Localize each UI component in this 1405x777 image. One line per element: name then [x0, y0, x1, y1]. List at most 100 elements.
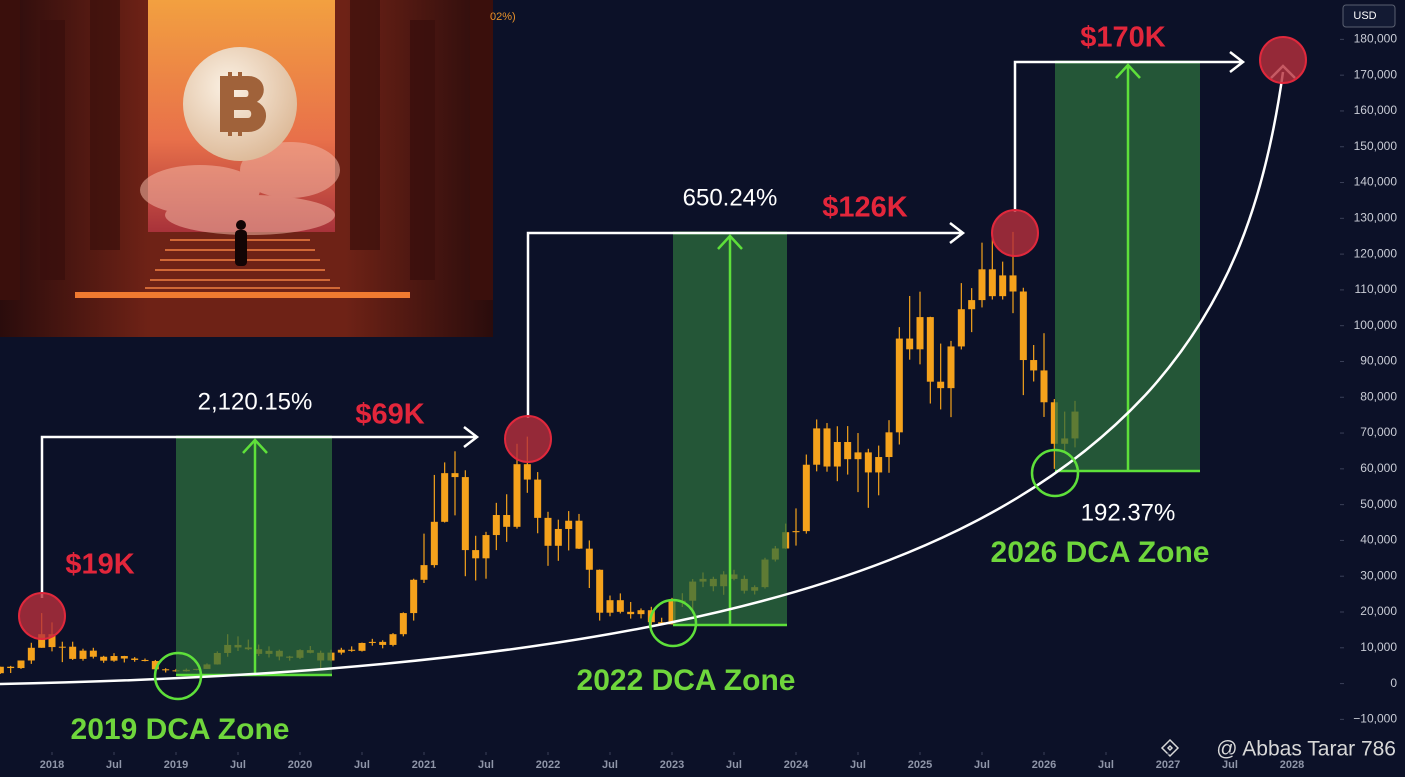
peak-label: $19K: [65, 549, 134, 581]
candle: [792, 508, 800, 546]
candle: [988, 238, 996, 300]
candle-body: [999, 275, 1007, 297]
y-tick-label: 130,000: [1354, 210, 1398, 224]
candle-body: [554, 528, 562, 546]
candle-body: [379, 641, 387, 645]
y-tick-label: 60,000: [1360, 461, 1397, 475]
candle-body: [523, 464, 531, 480]
candle: [895, 327, 903, 445]
candle-body: [988, 269, 996, 297]
watermark: @ Abbas Tarar 786: [1160, 738, 1396, 761]
gain-arrow: [717, 234, 743, 625]
candle: [1030, 345, 1038, 382]
figure: [235, 220, 247, 266]
candle-body: [430, 521, 438, 566]
candle-body: [1050, 402, 1058, 444]
candle: [937, 343, 945, 410]
candle: [926, 316, 934, 404]
candle-body: [79, 650, 87, 659]
candle-body: [606, 600, 614, 613]
columns: [0, 0, 493, 300]
zone-label: 2026 DCA Zone: [991, 536, 1210, 569]
x-tick-label: 2019: [164, 759, 188, 771]
candle-body: [110, 656, 118, 661]
candle-body: [337, 649, 345, 653]
candle: [337, 647, 345, 655]
candle: [17, 660, 25, 669]
candle-body: [627, 611, 635, 615]
gain-label: 2,120.15%: [198, 388, 313, 415]
candle: [110, 653, 118, 662]
candle-body: [368, 641, 376, 643]
gain-label: 192.37%: [1081, 499, 1176, 526]
candle-body: [668, 600, 676, 625]
figure-body: [235, 230, 247, 266]
candle-body: [534, 479, 542, 518]
y-tick-label: 80,000: [1360, 389, 1397, 403]
candle: [27, 642, 35, 664]
candle-body: [420, 565, 428, 580]
candle-body: [637, 610, 645, 615]
candle-body: [410, 579, 418, 614]
candle-body: [792, 531, 800, 533]
y-tick-label: 70,000: [1360, 425, 1397, 439]
x-tick-label: Jul: [850, 759, 866, 771]
candle-body: [58, 646, 66, 648]
candle: [596, 569, 604, 621]
candle-body: [348, 649, 356, 651]
candle: [916, 291, 924, 365]
candle-body: [585, 548, 593, 570]
candle: [854, 433, 862, 493]
candle-body: [162, 669, 170, 671]
x-tick-label: 2023: [660, 759, 684, 771]
candle-body: [916, 317, 924, 350]
candle: [420, 533, 428, 584]
column: [0, 0, 20, 300]
candle: [534, 472, 542, 534]
candle: [7, 665, 15, 674]
watermark-icon: [1160, 738, 1180, 758]
candle-body: [1040, 370, 1048, 403]
candle: [585, 540, 593, 589]
candle: [616, 593, 624, 614]
y-tick-label: 90,000: [1360, 354, 1397, 368]
candle-body: [69, 646, 77, 659]
candle-body: [48, 634, 56, 648]
x-tick-label: Jul: [1222, 759, 1238, 771]
x-tick-label: Jul: [478, 759, 494, 771]
x-tick-label: Jul: [974, 759, 990, 771]
cloud: [165, 195, 335, 235]
currency-label: USD: [1353, 10, 1376, 22]
candle-body: [823, 428, 831, 467]
candle: [802, 454, 810, 534]
candle-body: [875, 457, 883, 473]
candle: [885, 420, 893, 473]
peak-arrow: [526, 222, 966, 418]
clouds: [140, 142, 340, 235]
candle-body: [131, 658, 139, 660]
candle: [399, 612, 407, 637]
peak-circle: [991, 209, 1039, 257]
peak-circles: [18, 36, 1307, 640]
support-curve: [0, 71, 1285, 686]
candle: [1040, 333, 1048, 417]
y-tick-label: 150,000: [1354, 139, 1398, 153]
peak-label: $126K: [822, 192, 908, 224]
candle-body: [926, 317, 934, 382]
candle: [503, 494, 511, 542]
y-tick-label: 100,000: [1354, 318, 1398, 332]
candle: [813, 419, 821, 472]
column: [40, 20, 65, 280]
y-tick-label: −10,000: [1353, 712, 1397, 726]
cloud: [240, 142, 340, 198]
candle: [451, 451, 459, 516]
candle: [606, 595, 614, 617]
candle-body: [492, 515, 500, 536]
y-tick-label: 10,000: [1360, 640, 1397, 654]
candle: [906, 295, 914, 360]
candle: [0, 666, 4, 674]
figure-head: [236, 220, 246, 230]
bottom-circle: [1030, 448, 1080, 498]
candle-body: [461, 477, 469, 551]
